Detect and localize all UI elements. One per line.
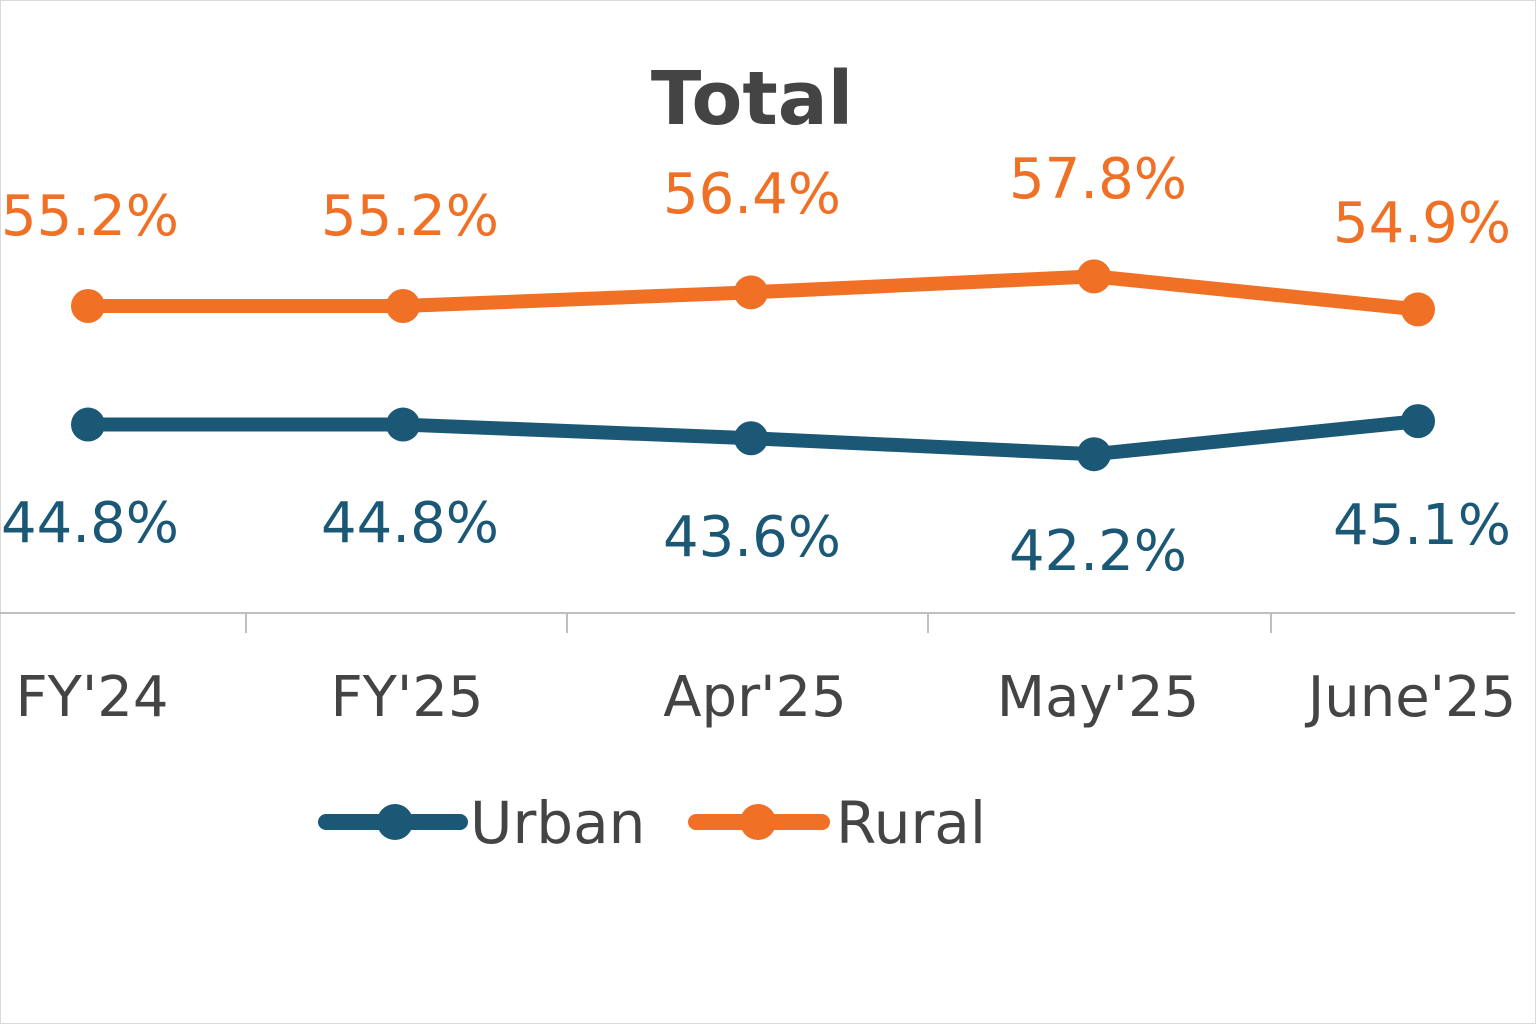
point-urban-2: [734, 421, 768, 456]
point-rural-0: [71, 289, 105, 323]
data-label-urban-1: 44.8%: [321, 491, 499, 556]
legend-urban-label: Urban: [470, 789, 645, 857]
point-urban-4: [1401, 404, 1435, 439]
legend: Urban Rural: [318, 789, 986, 857]
data-label-urban-3: 42.2%: [1009, 519, 1187, 584]
legend-rural-label: Rural: [836, 789, 986, 857]
point-rural-1: [386, 289, 420, 323]
x-axis-labels: FY'24 FY'25 Apr'25 May'25 June'25: [15, 665, 1516, 730]
legend-item-urban[interactable]: Urban: [318, 789, 645, 857]
data-label-urban-4: 45.1%: [1333, 493, 1511, 558]
x-tick-label-4: June'25: [1305, 665, 1517, 730]
legend-rural-swatch-marker: [740, 804, 776, 840]
point-urban-1: [386, 407, 420, 442]
x-axis-ticks: [245, 613, 1272, 633]
data-label-rural-2: 56.4%: [663, 162, 841, 227]
x-tick-label-1: FY'25: [330, 665, 483, 730]
data-label-rural-0: 55.2%: [1, 184, 179, 249]
legend-item-rural[interactable]: Rural: [688, 789, 986, 857]
x-tick-label-3: May'25: [997, 665, 1199, 730]
data-label-urban-0: 44.8%: [1, 491, 179, 556]
x-tick-label-0: FY'24: [15, 665, 168, 730]
point-rural-3: [1077, 259, 1111, 294]
point-urban-3: [1077, 437, 1111, 472]
data-label-urban-2: 43.6%: [663, 505, 841, 570]
point-urban-0: [71, 407, 105, 442]
data-label-rural-3: 57.8%: [1009, 147, 1187, 212]
chart-title: Total: [651, 56, 853, 142]
series-layer: 44.8% 44.8% 43.6% 42.2% 45.1% 55.2% 55.2% 56.4%…: [1, 147, 1511, 584]
legend-urban-swatch-marker: [377, 804, 413, 840]
point-rural-2: [734, 275, 768, 310]
x-tick-label-2: Apr'25: [663, 665, 847, 730]
data-label-rural-4: 54.9%: [1333, 191, 1511, 256]
data-label-rural-1: 55.2%: [321, 184, 499, 249]
point-rural-4: [1401, 292, 1435, 327]
